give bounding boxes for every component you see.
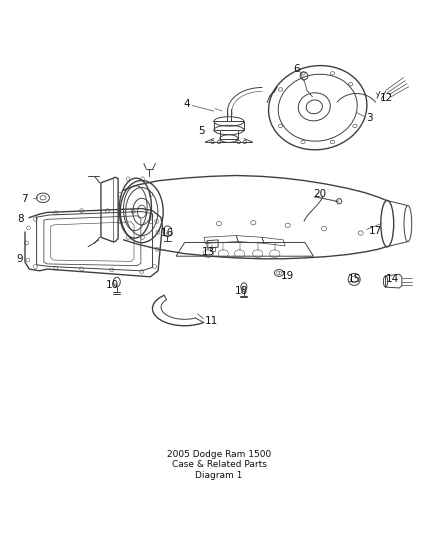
Text: 7: 7	[21, 193, 28, 204]
Text: 19: 19	[281, 271, 294, 281]
Text: 16: 16	[161, 228, 174, 238]
Text: 17: 17	[368, 227, 381, 236]
Text: 4: 4	[183, 99, 190, 109]
Text: 12: 12	[380, 93, 393, 103]
Text: 11: 11	[205, 317, 219, 326]
Text: 14: 14	[385, 274, 399, 285]
Text: 13: 13	[201, 247, 215, 257]
Text: 20: 20	[314, 189, 327, 199]
Text: 6: 6	[293, 64, 300, 74]
Text: 5: 5	[198, 126, 205, 136]
Text: 2005 Dodge Ram 1500
Case & Related Parts
Diagram 1: 2005 Dodge Ram 1500 Case & Related Parts…	[167, 450, 271, 480]
Text: 15: 15	[348, 274, 361, 285]
Text: 18: 18	[235, 286, 248, 296]
Text: 3: 3	[366, 114, 372, 124]
Text: 9: 9	[16, 254, 23, 264]
Text: 8: 8	[17, 214, 24, 224]
Text: 10: 10	[106, 280, 119, 290]
